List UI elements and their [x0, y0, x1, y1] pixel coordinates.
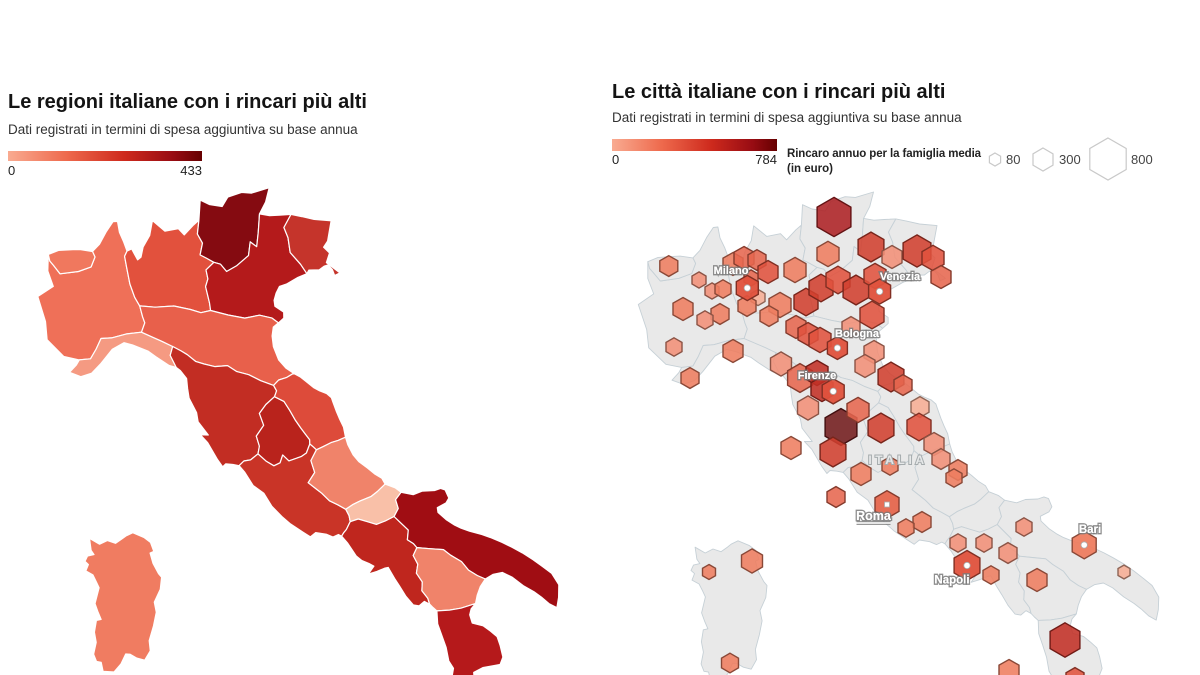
svg-text:Bologna: Bologna — [835, 328, 880, 340]
svg-text:433: 433 — [180, 163, 202, 178]
svg-text:ITALIA: ITALIA — [868, 453, 927, 467]
svg-text:Napoli: Napoli — [934, 575, 969, 587]
svg-text:80: 80 — [1006, 152, 1020, 167]
svg-text:Venezia: Venezia — [880, 271, 921, 283]
svg-text:Firenze: Firenze — [798, 370, 837, 382]
svg-text:0: 0 — [8, 163, 15, 178]
svg-text:Firenze: Firenze — [798, 370, 837, 382]
svg-text:0: 0 — [612, 152, 619, 167]
svg-text:800: 800 — [1131, 152, 1153, 167]
svg-text:300: 300 — [1059, 152, 1081, 167]
svg-text:Bari: Bari — [1079, 524, 1101, 536]
svg-text:Rincaro annuo per la famiglia: Rincaro annuo per la famiglia media — [787, 148, 982, 160]
svg-text:Venezia: Venezia — [880, 271, 921, 283]
svg-text:Milano: Milano — [714, 265, 749, 277]
svg-text:Bari: Bari — [1079, 524, 1101, 536]
svg-text:Napoli: Napoli — [934, 575, 969, 587]
svg-text:Roma: Roma — [856, 509, 892, 523]
svg-text:784: 784 — [755, 152, 777, 167]
svg-text:Milano: Milano — [714, 265, 749, 277]
svg-text:Roma: Roma — [856, 509, 892, 523]
svg-text:(in euro): (in euro) — [787, 163, 833, 175]
svg-text:Bologna: Bologna — [835, 328, 880, 340]
